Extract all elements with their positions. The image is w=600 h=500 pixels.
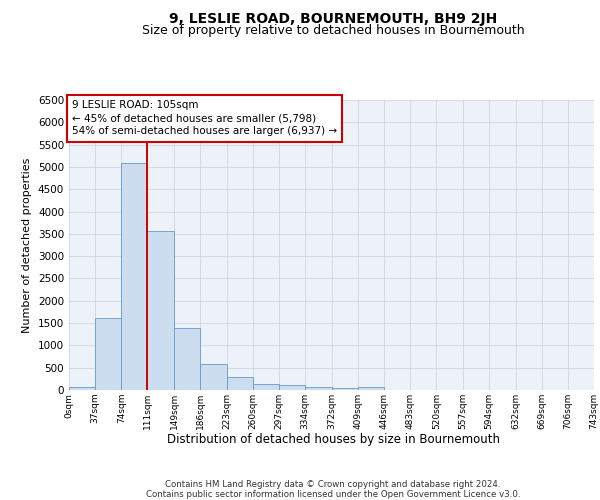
Bar xyxy=(69,386,95,390)
Text: Size of property relative to detached houses in Bournemouth: Size of property relative to detached ho… xyxy=(142,24,524,37)
Bar xyxy=(174,328,200,390)
Bar xyxy=(253,384,279,390)
Bar xyxy=(358,387,384,390)
Bar xyxy=(200,364,227,390)
Text: Contains public sector information licensed under the Open Government Licence v3: Contains public sector information licen… xyxy=(146,490,520,499)
Text: Distribution of detached houses by size in Bournemouth: Distribution of detached houses by size … xyxy=(167,432,500,446)
Text: Contains HM Land Registry data © Crown copyright and database right 2024.: Contains HM Land Registry data © Crown c… xyxy=(165,480,501,489)
Bar xyxy=(227,377,253,390)
Bar xyxy=(305,386,332,390)
Bar xyxy=(95,318,121,390)
Text: 9, LESLIE ROAD, BOURNEMOUTH, BH9 2JH: 9, LESLIE ROAD, BOURNEMOUTH, BH9 2JH xyxy=(169,12,497,26)
Y-axis label: Number of detached properties: Number of detached properties xyxy=(22,158,32,332)
Bar xyxy=(121,164,148,390)
Text: 9 LESLIE ROAD: 105sqm
← 45% of detached houses are smaller (5,798)
54% of semi-d: 9 LESLIE ROAD: 105sqm ← 45% of detached … xyxy=(72,100,337,136)
Bar xyxy=(279,386,305,390)
Bar xyxy=(332,388,358,390)
Bar xyxy=(148,230,174,390)
